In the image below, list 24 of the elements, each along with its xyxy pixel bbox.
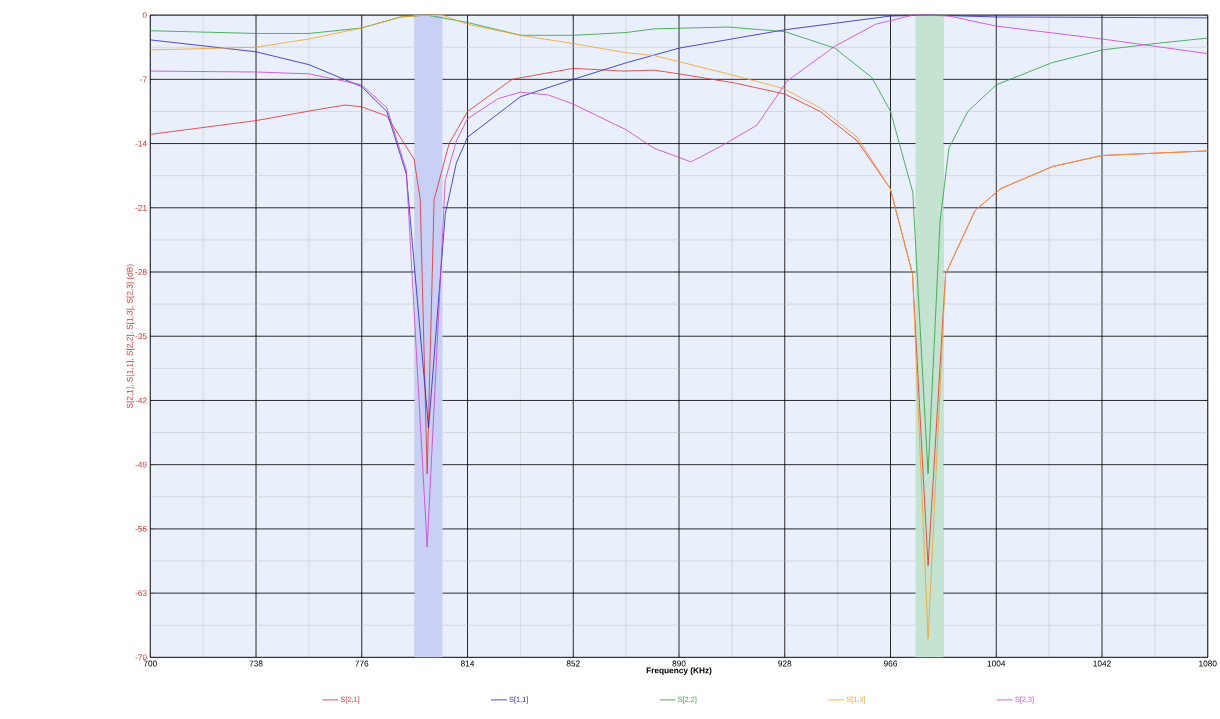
x-axis-title: Frequency (KHz): [646, 667, 712, 676]
y-tick-label: -42: [135, 397, 147, 404]
x-tick-label: 738: [249, 660, 263, 667]
y-tick-label: -14: [135, 140, 147, 147]
x-tick-label: 1080: [1199, 660, 1217, 667]
x-tick-label: 1004: [987, 660, 1006, 667]
x-tick-label: 776: [355, 660, 369, 667]
x-tick-label: 852: [566, 660, 580, 667]
y-tick-label: -7: [140, 76, 147, 83]
y-tick-label: -63: [135, 590, 147, 597]
x-tick-label: 814: [460, 660, 475, 667]
y-tick-label: -49: [135, 461, 147, 468]
y-tick-label: -21: [135, 204, 147, 211]
x-tick-label: 928: [778, 660, 792, 667]
y-tick-label: -56: [135, 526, 147, 532]
x-tick-label: 1042: [1093, 660, 1111, 667]
y-tick-label: -28: [135, 269, 147, 276]
x-tick-label: 700: [143, 660, 157, 667]
y-tick-label: -35: [135, 333, 147, 340]
y-axis-title: S[2,1], S[1,1], S[2,2], S[1,3], S[2,3] (dB): [126, 264, 135, 409]
y-tick-label: -70: [135, 654, 147, 661]
y-tick-label: 0: [142, 12, 147, 19]
x-tick-label: 890: [672, 660, 686, 667]
x-tick-label: 966: [883, 660, 898, 667]
